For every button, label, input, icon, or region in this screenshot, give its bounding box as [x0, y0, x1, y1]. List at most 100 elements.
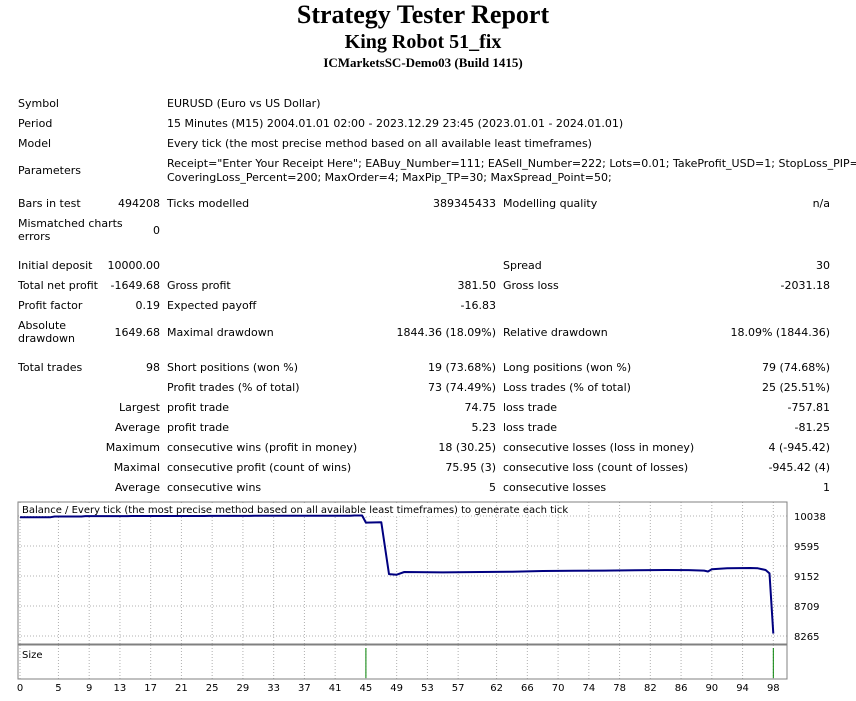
maximal-consecutive-loss-value: -945.42 (4) — [768, 461, 830, 474]
reldd-value: 18.09% (1844.36) — [730, 326, 830, 339]
chart-grid — [18, 502, 787, 679]
x-tick-label: 98 — [767, 683, 780, 694]
average-loss-trade-label: loss trade — [503, 421, 558, 434]
x-tick-label: 5 — [55, 683, 61, 694]
size-label: Size — [22, 650, 43, 661]
profit-trades-value: 73 (74.49%) — [427, 381, 496, 394]
absdd-label-1: Absolute — [18, 319, 67, 332]
mismatch-label-2: errors — [18, 230, 51, 243]
balance-plot-frame — [17, 501, 788, 645]
model-value: Every tick (the most precise method base… — [167, 137, 592, 150]
period-label: Period — [18, 117, 53, 130]
grossprofit-label: Gross profit — [167, 279, 231, 292]
maximal-consecutive-loss-label: consecutive loss (count of losses) — [503, 461, 689, 474]
maximal-consecutive-profit-label: consecutive profit (count of wins) — [167, 461, 352, 474]
size-series — [365, 648, 774, 678]
maximal-consecutive-profit-value: 75.95 (3) — [445, 461, 496, 474]
maximal-label: Maximal — [113, 461, 160, 474]
balance-series — [20, 514, 775, 634]
bars-value: 494208 — [118, 197, 160, 210]
x-tick-label: 94 — [736, 683, 749, 694]
max-consecutive-losses-value: 4 (-945.42) — [768, 441, 830, 454]
average-consecutive-losses-label: consecutive losses — [503, 481, 607, 494]
balance-chart-svg: Balance / Every tick (the most precise m… — [17, 501, 826, 694]
average-consecutive-label: Average — [114, 481, 160, 494]
robot-name: King Robot 51_fix — [344, 31, 502, 53]
short-label: Short positions (won %) — [167, 361, 299, 374]
deposit-label: Initial deposit — [18, 259, 93, 272]
maxdd-label: Maximal drawdown — [167, 326, 274, 339]
trades-label: Total trades — [18, 361, 83, 374]
y-tick-label: 9595 — [794, 542, 819, 553]
x-tick-label: 82 — [644, 683, 657, 694]
largest-loss-trade-label: loss trade — [503, 401, 558, 414]
maximum-label: Maximum — [105, 441, 160, 454]
x-tick-label: 37 — [298, 683, 311, 694]
x-tick-label: 49 — [390, 683, 403, 694]
long-value: 79 (74.68%) — [761, 361, 830, 374]
spread-value: 30 — [816, 259, 830, 272]
symbol-label: Symbol — [18, 97, 59, 110]
x-tick-label: 57 — [452, 683, 465, 694]
x-tick-label: 66 — [521, 683, 534, 694]
largest-profit-trade-value: 74.75 — [464, 401, 497, 414]
y-tick-label: 10038 — [794, 512, 826, 523]
x-tick-label: 70 — [552, 683, 565, 694]
netprofit-value: -1649.68 — [110, 279, 160, 292]
payoff-label: Expected payoff — [167, 299, 257, 312]
loss-trades-label: Loss trades (% of total) — [503, 381, 631, 394]
x-tick-label: 62 — [490, 683, 503, 694]
average-profit-trade-label: profit trade — [167, 421, 230, 434]
x-tick-label: 9 — [86, 683, 92, 694]
average-consecutive-wins-label: consecutive wins — [167, 481, 262, 494]
quality-label: Modelling quality — [503, 197, 598, 210]
absdd-label-2: drawdown — [18, 332, 75, 345]
largest-profit-trade-label: profit trade — [167, 401, 230, 414]
largest-label: Largest — [119, 401, 160, 414]
x-tick-label: 74 — [582, 683, 595, 694]
chart-title: Balance / Every tick (the most precise m… — [22, 505, 568, 516]
size-plot-frame — [17, 644, 788, 680]
deposit-value: 10000.00 — [107, 259, 161, 272]
x-tick-label: 33 — [267, 683, 280, 694]
x-tick-label: 29 — [237, 683, 250, 694]
parameters-line-2: CoveringLoss_Percent=200; MaxOrder=4; Ma… — [167, 171, 612, 184]
period-value: 15 Minutes (M15) 2004.01.01 02:00 - 2023… — [167, 117, 624, 130]
y-tick-label: 8709 — [794, 602, 819, 613]
short-value: 19 (73.68%) — [427, 361, 496, 374]
grossprofit-value: 381.50 — [457, 279, 497, 292]
maxdd-value: 1844.36 (18.09%) — [396, 326, 496, 339]
absdd-value: 1649.68 — [114, 326, 161, 339]
profit-factor-label: Profit factor — [18, 299, 83, 312]
max-consecutive-wins-label: consecutive wins (profit in money) — [167, 441, 358, 454]
quality-value: n/a — [812, 197, 830, 210]
average-label: Average — [114, 421, 160, 434]
model-label: Model — [18, 137, 52, 150]
max-consecutive-losses-label: consecutive losses (loss in money) — [503, 441, 695, 454]
profit-trades-label: Profit trades (% of total) — [167, 381, 300, 394]
y-tick-label: 9152 — [794, 572, 819, 583]
x-tick-label: 13 — [114, 683, 127, 694]
grossloss-label: Gross loss — [503, 279, 559, 292]
netprofit-label: Total net profit — [18, 279, 98, 292]
x-axis-ticks: 0 5 9 13 17 21 25 29 33 37 41 45 49 53 57 62 66 70 74 78 82 8… — [17, 683, 780, 694]
x-tick-label: 45 — [360, 683, 373, 694]
x-tick-label: 0 — [17, 683, 23, 694]
average-consecutive-losses-value: 1 — [823, 481, 830, 494]
x-tick-label: 41 — [329, 683, 342, 694]
y-axis-ticks: 10038 9595 9152 8709 8265 — [794, 512, 826, 643]
spread-label: Spread — [503, 259, 542, 272]
average-consecutive-wins-value: 5 — [489, 481, 496, 494]
max-consecutive-wins-value: 18 (30.25) — [438, 441, 496, 454]
ticks-value: 389345433 — [433, 197, 496, 210]
largest-loss-trade-value: -757.81 — [787, 401, 830, 414]
x-tick-label: 86 — [675, 683, 688, 694]
report-title: Strategy Tester Report — [296, 0, 550, 29]
parameters-label: Parameters — [18, 164, 81, 177]
ticks-label: Ticks modelled — [167, 197, 250, 210]
x-tick-label: 25 — [206, 683, 219, 694]
y-tick-label: 8265 — [794, 632, 819, 643]
bars-label: Bars in test — [18, 197, 81, 210]
reldd-label: Relative drawdown — [503, 326, 608, 339]
x-tick-label: 17 — [144, 683, 157, 694]
